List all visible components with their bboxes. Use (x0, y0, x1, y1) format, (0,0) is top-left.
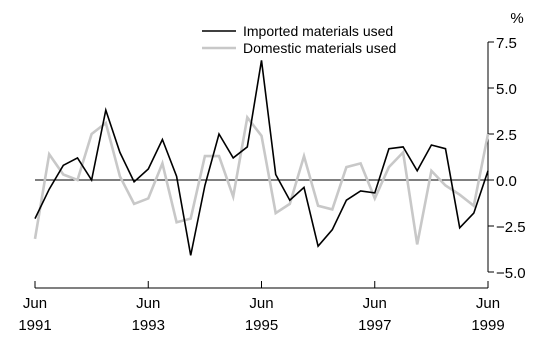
data-point-domestic (303, 155, 305, 157)
data-point-domestic (190, 218, 192, 220)
data-point-domestic (445, 185, 447, 187)
data-point-domestic (487, 133, 489, 135)
series-layer (33, 60, 490, 257)
y-tick-label: −2.5 (496, 219, 526, 236)
y-unit-label: % (510, 10, 523, 27)
data-point-imported (346, 199, 348, 201)
y-tick-label: 5.0 (496, 81, 517, 98)
data-point-domestic (402, 152, 404, 154)
data-point-imported (105, 109, 107, 111)
x-tick-label-month: Jun (23, 295, 47, 312)
data-point-imported (148, 168, 150, 170)
data-point-domestic (148, 198, 150, 200)
data-point-domestic (176, 222, 178, 224)
x-tick-label-month: Jun (136, 295, 160, 312)
data-point-domestic (346, 166, 348, 168)
data-point-domestic (34, 238, 36, 240)
data-point-imported (261, 60, 263, 62)
data-point-domestic (459, 194, 461, 196)
series-line-imported (34, 60, 489, 256)
data-point-domestic (332, 209, 334, 211)
y-tick-label: 0.0 (496, 173, 517, 190)
data-point-domestic (416, 244, 418, 246)
series-line-domestic (33, 114, 490, 245)
y-tick-label: 7.5 (496, 35, 517, 52)
data-point-imported (487, 170, 489, 172)
data-point-domestic (360, 163, 362, 165)
data-point-domestic (289, 203, 291, 205)
data-point-imported (77, 157, 79, 159)
data-point-domestic (317, 205, 319, 207)
legend-label-imported: Imported materials used (243, 23, 393, 39)
data-point-domestic (261, 135, 263, 137)
data-point-imported (91, 179, 93, 181)
data-point-domestic (77, 179, 79, 181)
data-point-domestic (374, 198, 376, 200)
data-point-imported (218, 133, 220, 135)
data-point-domestic (133, 203, 135, 205)
data-point-imported (34, 218, 36, 220)
data-point-imported (445, 148, 447, 150)
data-point-imported (360, 190, 362, 192)
data-point-imported (275, 174, 277, 176)
data-point-imported (48, 188, 50, 190)
data-point-domestic (162, 163, 164, 165)
data-point-domestic (232, 196, 234, 198)
data-point-imported (416, 170, 418, 172)
data-point-imported (402, 146, 404, 148)
y-tick-label: −5.0 (496, 265, 526, 282)
data-point-domestic (91, 133, 93, 135)
data-point-imported (303, 187, 305, 189)
data-point-domestic (119, 176, 121, 178)
data-point-domestic (473, 205, 475, 207)
data-point-domestic (48, 153, 50, 155)
data-point-domestic (204, 155, 206, 157)
data-point-domestic (218, 155, 220, 157)
data-point-imported (190, 255, 192, 257)
y-tick-label: 2.5 (496, 127, 517, 144)
data-point-imported (289, 199, 291, 201)
data-point-imported (232, 157, 234, 159)
x-tick-label-month: Jun (476, 295, 500, 312)
data-point-domestic (247, 117, 249, 119)
x-tick-label-year: 1997 (358, 317, 391, 334)
data-point-domestic (388, 166, 390, 168)
data-point-imported (176, 176, 178, 178)
data-point-domestic (275, 212, 277, 214)
x-tick-label-year: 1995 (245, 317, 278, 334)
data-point-imported (119, 152, 121, 154)
legend-label-domestic: Domestic materials used (243, 40, 396, 56)
data-point-imported (473, 212, 475, 214)
data-point-imported (317, 245, 319, 247)
data-point-imported (162, 139, 164, 141)
data-point-imported (63, 165, 65, 167)
data-point-imported (388, 148, 390, 150)
x-tick-label-year: 1999 (471, 317, 504, 334)
x-tick-label-month: Jun (249, 295, 273, 312)
data-point-imported (133, 181, 135, 183)
data-point-imported (247, 146, 249, 148)
axes-layer: 7.5 5.0 2.5 0.0 −2.5 −5.0% Jun 1991 Jun 1993 Jun 19… (18, 10, 525, 334)
x-tick-label-month: Jun (363, 295, 387, 312)
data-point-imported (204, 185, 206, 187)
data-point-imported (459, 227, 461, 229)
data-point-domestic (105, 122, 107, 124)
x-tick-label-year: 1993 (132, 317, 165, 334)
data-point-imported (374, 192, 376, 194)
x-tick-label-year: 1991 (18, 317, 51, 334)
data-point-domestic (431, 170, 433, 172)
data-point-imported (332, 229, 334, 231)
data-point-imported (431, 144, 433, 146)
data-point-domestic (63, 174, 65, 176)
